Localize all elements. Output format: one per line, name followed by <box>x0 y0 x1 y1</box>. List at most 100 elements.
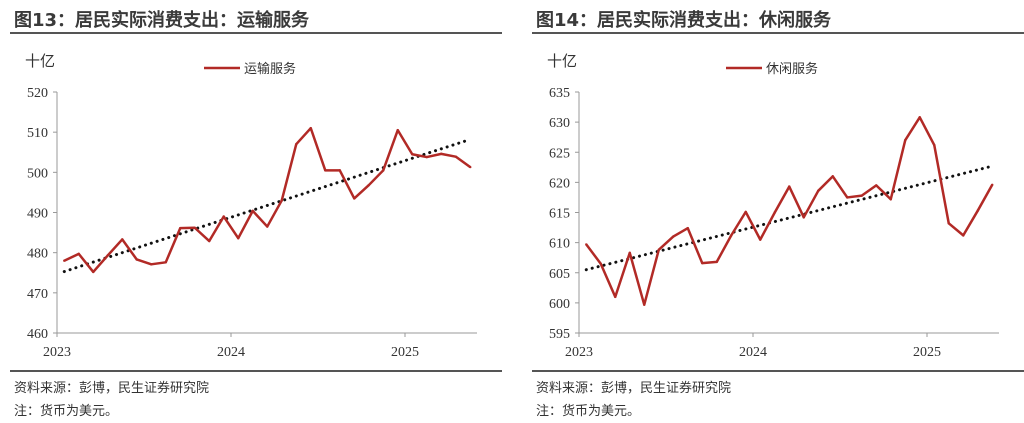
data-point <box>643 303 646 306</box>
data-point <box>367 183 370 187</box>
data-point <box>295 143 298 146</box>
unit-label: 十亿 <box>25 52 55 70</box>
data-point <box>77 252 80 256</box>
data-point <box>454 155 457 158</box>
legend-label: 休闲服务 <box>766 61 818 77</box>
data-point <box>744 210 747 214</box>
data-point <box>106 254 109 257</box>
note-text: 注：货币为美元。 <box>14 404 119 419</box>
data-point <box>121 238 124 241</box>
data-point <box>585 243 588 246</box>
series-line <box>63 126 471 274</box>
data-point <box>947 222 950 225</box>
data-point <box>411 153 414 156</box>
y-tick-label: 460 <box>27 327 48 342</box>
data-point <box>266 225 269 228</box>
data-point <box>860 194 863 197</box>
y-tick-label: 500 <box>27 166 48 181</box>
series-line <box>585 116 994 306</box>
title-divider <box>10 32 502 34</box>
data-point <box>251 209 254 213</box>
note-text: 注：货币为美元。 <box>536 404 641 419</box>
data-point <box>889 198 892 201</box>
x-tick-label: 2025 <box>913 345 941 360</box>
y-tick-label: 630 <box>549 116 570 131</box>
data-point <box>614 295 617 299</box>
x-tick-label: 2025 <box>391 345 419 360</box>
data-point <box>396 128 399 132</box>
data-point <box>63 259 66 262</box>
data-point <box>846 196 849 199</box>
data-point <box>715 260 718 264</box>
data-point <box>309 126 312 130</box>
chart-title: 图13：居民实际消费支出：运输服务 <box>14 10 310 31</box>
y-tick-label: 490 <box>27 207 48 222</box>
y-tick-label: 625 <box>549 146 570 161</box>
data-point <box>338 169 341 172</box>
data-point <box>831 175 834 178</box>
data-point <box>92 270 95 274</box>
data-point <box>628 251 631 255</box>
data-point <box>875 184 878 187</box>
data-point <box>222 215 225 218</box>
data-point <box>135 258 138 261</box>
data-point <box>657 248 660 252</box>
trend-line <box>62 137 472 274</box>
data-point <box>382 169 385 172</box>
y-tick-label: 600 <box>549 297 570 312</box>
data-point <box>788 185 791 188</box>
data-point <box>802 216 805 219</box>
data-point <box>730 234 733 237</box>
data-point <box>701 261 704 265</box>
footer-divider <box>10 370 502 372</box>
y-tick-label: 605 <box>549 267 570 282</box>
data-point <box>469 165 472 169</box>
data-point <box>991 183 994 186</box>
chart-svg: 十亿 595 600 605 610 615 620 625 630 635 2023 2024 202… <box>547 52 999 360</box>
data-point <box>904 139 907 142</box>
y-tick-label: 520 <box>27 86 48 101</box>
data-point <box>686 226 689 230</box>
data-point <box>440 152 443 156</box>
unit-label: 十亿 <box>547 52 577 70</box>
data-point <box>164 261 167 264</box>
chart-title: 图14：居民实际消费支出：休闲服务 <box>536 10 832 31</box>
data-point <box>773 211 776 214</box>
y-tick-label: 595 <box>549 327 570 342</box>
data-point <box>599 262 602 265</box>
data-point <box>976 209 979 212</box>
x-tick-label: 2024 <box>739 345 767 360</box>
footer-divider <box>532 370 1024 372</box>
chart-svg: 十亿 460 470 480 490 500 510 520 2023 2024 2025 运输服务 <box>25 52 477 360</box>
x-tick-label: 2024 <box>217 345 245 360</box>
x-tick-label: 2023 <box>43 345 71 360</box>
data-point <box>962 234 965 237</box>
y-tick-label: 610 <box>549 237 570 252</box>
y-tick-label: 510 <box>27 126 48 141</box>
data-point <box>280 199 283 202</box>
data-point <box>208 239 211 243</box>
data-point <box>150 263 153 266</box>
data-point <box>193 226 196 229</box>
data-point <box>759 238 762 241</box>
y-tick-label: 620 <box>549 176 570 191</box>
x-tick-label: 2023 <box>565 345 593 360</box>
y-tick-label: 635 <box>549 86 570 101</box>
data-point <box>425 155 428 159</box>
y-tick-label: 470 <box>27 287 48 302</box>
source-text: 资料来源：彭博，民生证券研究院 <box>14 381 210 396</box>
data-point <box>817 189 820 193</box>
chart-panel-transport: 图13：居民实际消费支出：运输服务 十亿 460 470 480 490 500 510 52… <box>0 0 502 423</box>
data-point <box>353 197 356 200</box>
data-point <box>918 116 921 119</box>
chart-panel-leisure: 图14：居民实际消费支出：休闲服务 十亿 595 600 605 610 615 620 62… <box>522 0 1024 423</box>
trend-line <box>584 164 994 272</box>
y-tick-label: 615 <box>549 207 570 222</box>
title-divider <box>532 32 1024 34</box>
data-point <box>237 237 240 240</box>
data-point <box>179 226 182 230</box>
data-point <box>324 169 327 172</box>
source-text: 资料来源：彭博，民生证券研究院 <box>536 381 732 396</box>
data-point <box>933 143 936 147</box>
y-tick-label: 480 <box>27 247 48 262</box>
